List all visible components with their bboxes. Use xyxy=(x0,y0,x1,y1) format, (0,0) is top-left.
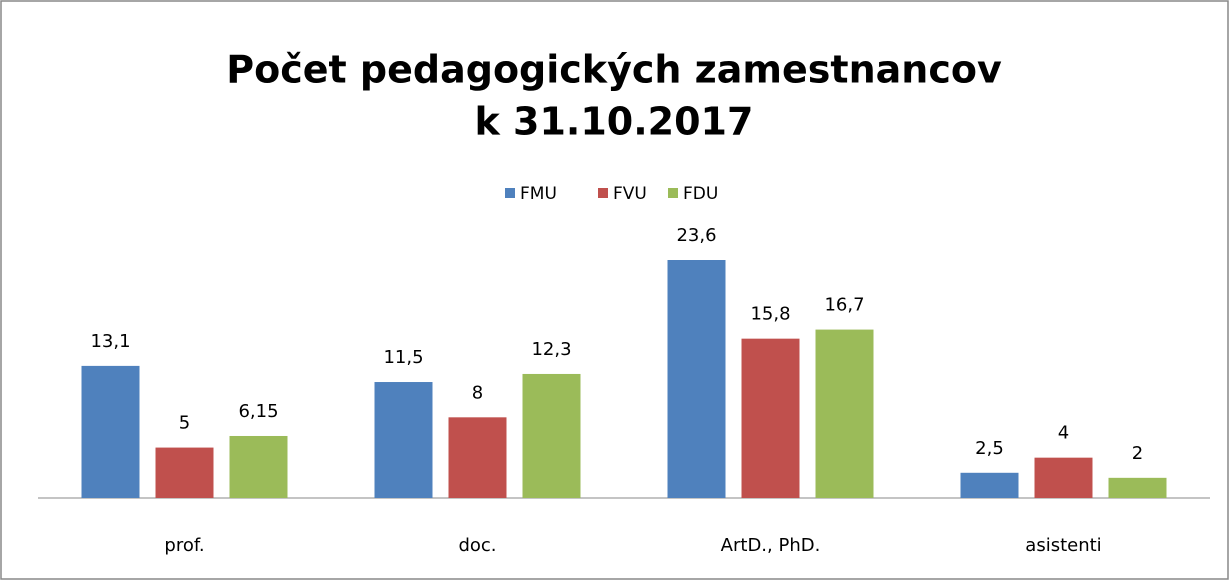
value-label: 11,5 xyxy=(383,347,423,368)
value-label: 6,15 xyxy=(238,401,278,422)
legend-swatch xyxy=(505,188,515,198)
bar xyxy=(229,435,288,498)
bar xyxy=(1108,477,1167,498)
legend-label: FMU xyxy=(520,184,557,204)
bar xyxy=(374,382,433,498)
value-label: 12,3 xyxy=(531,339,571,360)
bar xyxy=(815,329,874,498)
bar xyxy=(81,365,140,498)
x-tick-label: prof. xyxy=(164,535,204,556)
value-label: 4 xyxy=(1058,423,1069,444)
chart-title: Počet pedagogických zamestnancov xyxy=(226,48,1002,92)
value-label: 15,8 xyxy=(750,304,790,325)
x-tick-label: ArtD., PhD. xyxy=(721,535,821,556)
bar xyxy=(960,472,1019,498)
legend-swatch xyxy=(668,188,678,198)
value-label: 5 xyxy=(179,413,190,434)
value-label: 2,5 xyxy=(975,438,1004,459)
bar xyxy=(667,260,726,498)
chart-title: k 31.10.2017 xyxy=(475,100,754,144)
x-tick-label: asistenti xyxy=(1025,535,1101,556)
value-label: 2 xyxy=(1132,443,1143,464)
x-tick-label: doc. xyxy=(458,535,496,556)
legend-swatch xyxy=(598,188,608,198)
bar xyxy=(741,338,800,498)
value-label: 16,7 xyxy=(824,295,864,316)
bar xyxy=(522,373,581,498)
legend-label: FDU xyxy=(683,184,718,204)
value-label: 8 xyxy=(472,382,483,403)
bar xyxy=(155,447,214,498)
value-label: 13,1 xyxy=(90,331,130,352)
value-label: 23,6 xyxy=(676,225,716,246)
bar xyxy=(448,417,507,498)
legend-label: FVU xyxy=(613,184,647,204)
bar xyxy=(1034,457,1093,498)
